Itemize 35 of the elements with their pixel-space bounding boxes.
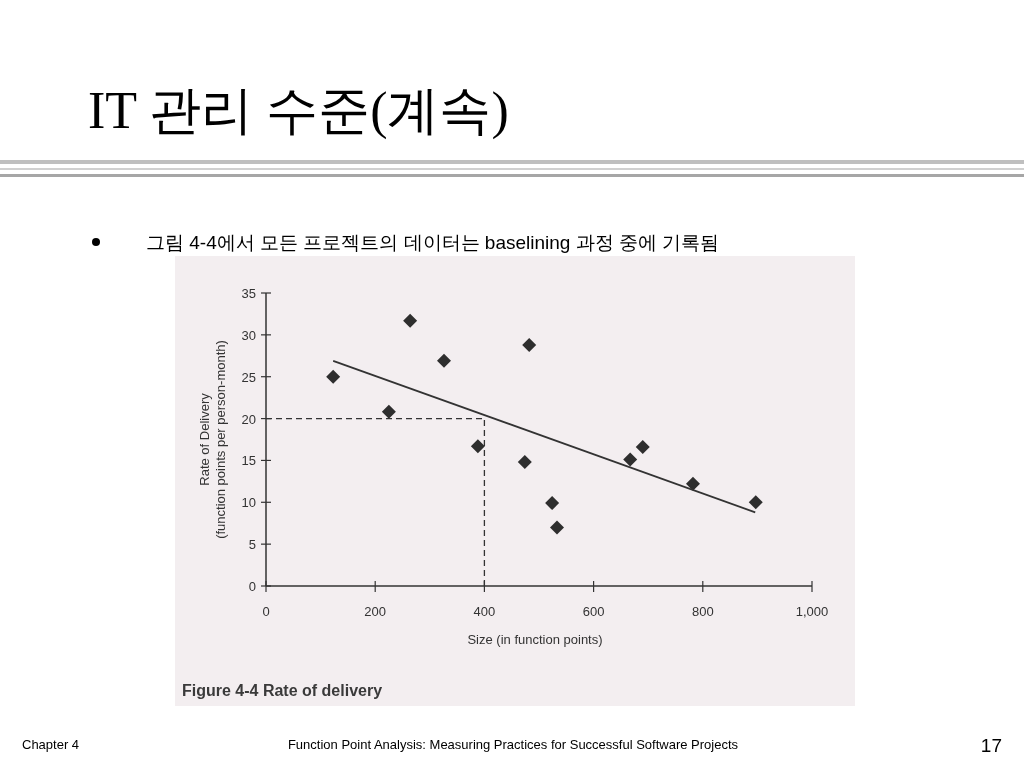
point	[381, 404, 396, 419]
x-tick-label: 1,000	[795, 604, 829, 619]
point	[748, 495, 763, 510]
x-tick-label: 200	[364, 604, 387, 619]
x-axis-title: Size (in function points)	[467, 632, 603, 647]
y-tick-label: 25	[241, 369, 256, 385]
y-tick-label: 15	[241, 453, 256, 469]
text: Chapter 4	[22, 737, 80, 752]
point	[437, 353, 451, 368]
point	[635, 440, 650, 455]
y-tick-label: 30	[241, 327, 256, 343]
chart-subtitle: 그림 4-4에서 모든 프로젝트의 데이터는 baselining 과정 중에 기록됨	[146, 232, 720, 253]
y-tick-label: 20	[241, 411, 256, 427]
caption: Figure 4-4 Rate of delivery	[182, 682, 383, 699]
x-tick-label: 400	[473, 604, 496, 619]
chart-title: IT 관리 수준(계속)	[88, 82, 509, 140]
y-tick-label: 0	[248, 579, 256, 594]
point	[326, 369, 341, 384]
y-tick-label: 10	[241, 495, 256, 511]
point	[545, 496, 560, 511]
text: 17	[980, 735, 1002, 756]
y-tick-label: 5	[248, 537, 256, 553]
point	[623, 452, 638, 467]
y-axis-title: Rate of Delivery (function points per person-month)	[197, 340, 228, 539]
point	[522, 337, 537, 352]
point	[517, 455, 532, 470]
point	[403, 313, 418, 328]
point	[550, 520, 565, 535]
y-tick-label: 35	[241, 286, 256, 301]
x-tick-label: 800	[691, 604, 714, 619]
point	[685, 476, 700, 491]
x-tick-label: 600	[582, 604, 605, 619]
point	[470, 439, 485, 454]
text: Function Point Analysis: Measuring Practices for Successful Software Projects	[287, 737, 739, 752]
x-tick-label: 0	[262, 604, 270, 619]
